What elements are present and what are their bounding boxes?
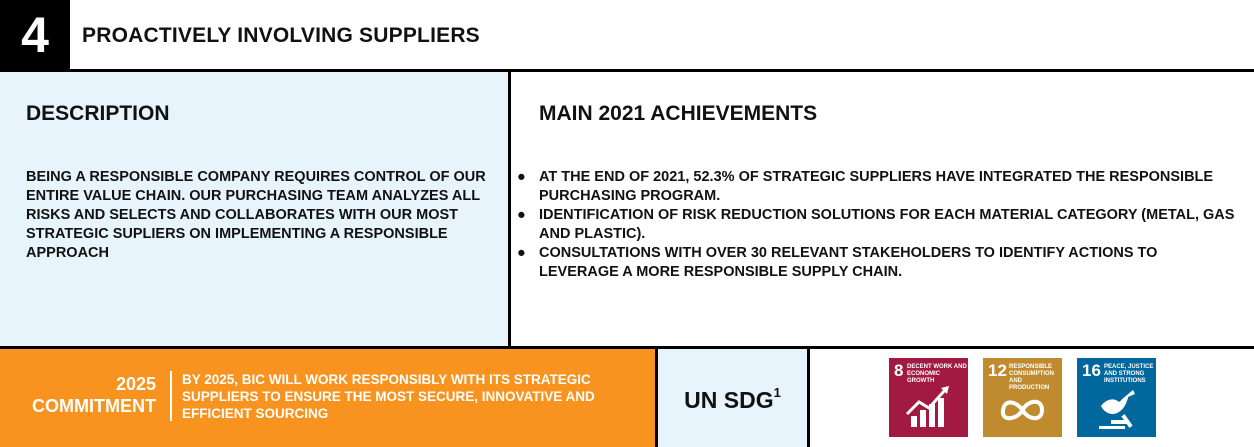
achievement-text: AT THE END OF 2021, 52.3% OF STRATEGIC S… bbox=[539, 169, 1214, 204]
description-title: DESCRIPTION bbox=[26, 102, 170, 125]
sdg-number: 8 bbox=[894, 361, 904, 380]
achievements-list: ● AT THE END OF 2021, 52.3% OF STRATEGIC … bbox=[517, 168, 1239, 282]
sdg-goal-12-tile: 12 RESPONSIBLE CONSUMPTION AND PRODUCTIO… bbox=[983, 358, 1062, 437]
sdg-name-line: INSTITUTIONS bbox=[1104, 378, 1146, 384]
sdg-number: 16 bbox=[1082, 361, 1101, 380]
sdg-name: PEACE, JUSTICE AND STRONG INSTITUTIONS bbox=[1104, 364, 1153, 385]
list-item: ● IDENTIFICATION OF RISK REDUCTION SOLUTI… bbox=[517, 206, 1239, 244]
commitment-panel: 2025 COMMITMENT BY 2025, BIC WILL WORK R… bbox=[0, 349, 655, 447]
sdg-name-line: RESPONSIBLE bbox=[1009, 364, 1053, 370]
bullet-icon: ● bbox=[517, 245, 526, 261]
achievement-text: IDENTIFICATION OF RISK REDUCTION SOLUTIO… bbox=[539, 207, 1235, 242]
vertical-divider bbox=[807, 349, 810, 447]
un-sdg-panel: UN SDG1 bbox=[658, 349, 807, 447]
sdg-name-line: DECENT WORK AND bbox=[907, 364, 967, 370]
sdg-name-line: PEACE, JUSTICE bbox=[1104, 364, 1154, 370]
vertical-divider bbox=[655, 349, 658, 447]
un-sdg-text: UN SDG bbox=[684, 387, 774, 413]
page-title: PROACTIVELY INVOLVING SUPPLIERS bbox=[82, 24, 480, 47]
commitment-separator bbox=[170, 371, 172, 421]
infinity-loop-icon bbox=[1000, 399, 1045, 421]
section-number: 4 bbox=[0, 0, 70, 70]
achievements-title: MAIN 2021 ACHIEVEMENTS bbox=[539, 102, 818, 125]
sdg-name-line: AND STRONG bbox=[1104, 371, 1145, 377]
sdg-goal-16-tile: 16 PEACE, JUSTICE AND STRONG INSTITUTION… bbox=[1077, 358, 1156, 437]
un-sdg-label: UN SDG1 bbox=[658, 385, 807, 414]
sdg-number: 12 bbox=[988, 361, 1007, 380]
commitment-year: 2025 bbox=[115, 374, 156, 394]
list-item: ● AT THE END OF 2021, 52.3% OF STRATEGIC … bbox=[517, 168, 1239, 206]
vertical-divider bbox=[508, 72, 511, 346]
bullet-icon: ● bbox=[517, 169, 526, 185]
sdg-name-line: CONSUMPTION bbox=[1009, 371, 1054, 377]
achievements-panel: MAIN 2021 ACHIEVEMENTS ● AT THE END OF 20… bbox=[511, 72, 1254, 346]
header-bar: 4 PROACTIVELY INVOLVING SUPPLIERS bbox=[0, 0, 1254, 72]
sdg-name: RESPONSIBLE CONSUMPTION AND PRODUCTION bbox=[1009, 364, 1062, 392]
bullet-icon: ● bbox=[517, 207, 526, 223]
horizontal-divider bbox=[0, 346, 1254, 349]
sdg-icons-panel: 8 DECENT WORK AND ECONOMIC GROWTH 12 RES… bbox=[810, 349, 1254, 447]
growth-chart-icon bbox=[905, 386, 949, 427]
commitment-text: BY 2025, BIC WILL WORK RESPONSIBLY WITH … bbox=[182, 372, 595, 421]
description-text: BEING A RESPONSIBLE COMPANY REQUIRES CON… bbox=[26, 169, 486, 261]
footnote-marker: 1 bbox=[773, 385, 781, 400]
sdg-name: DECENT WORK AND ECONOMIC GROWTH bbox=[907, 364, 968, 385]
description-panel: DESCRIPTION BEING A RESPONSIBLE COMPANY … bbox=[0, 72, 508, 346]
commitment-word: COMMITMENT bbox=[32, 396, 156, 416]
commitment-label: 2025 COMMITMENT bbox=[0, 373, 156, 417]
sdg-goal-8-tile: 8 DECENT WORK AND ECONOMIC GROWTH bbox=[889, 358, 968, 437]
sdg-name-line: AND PRODUCTION bbox=[1009, 378, 1050, 391]
list-item: ● CONSULTATIONS WITH OVER 30 RELEVANT STA… bbox=[517, 244, 1239, 282]
sdg-name-line: ECONOMIC GROWTH bbox=[907, 371, 940, 384]
dove-gavel-icon bbox=[1099, 390, 1135, 429]
achievement-text: CONSULTATIONS WITH OVER 30 RELEVANT STAK… bbox=[539, 245, 1158, 280]
